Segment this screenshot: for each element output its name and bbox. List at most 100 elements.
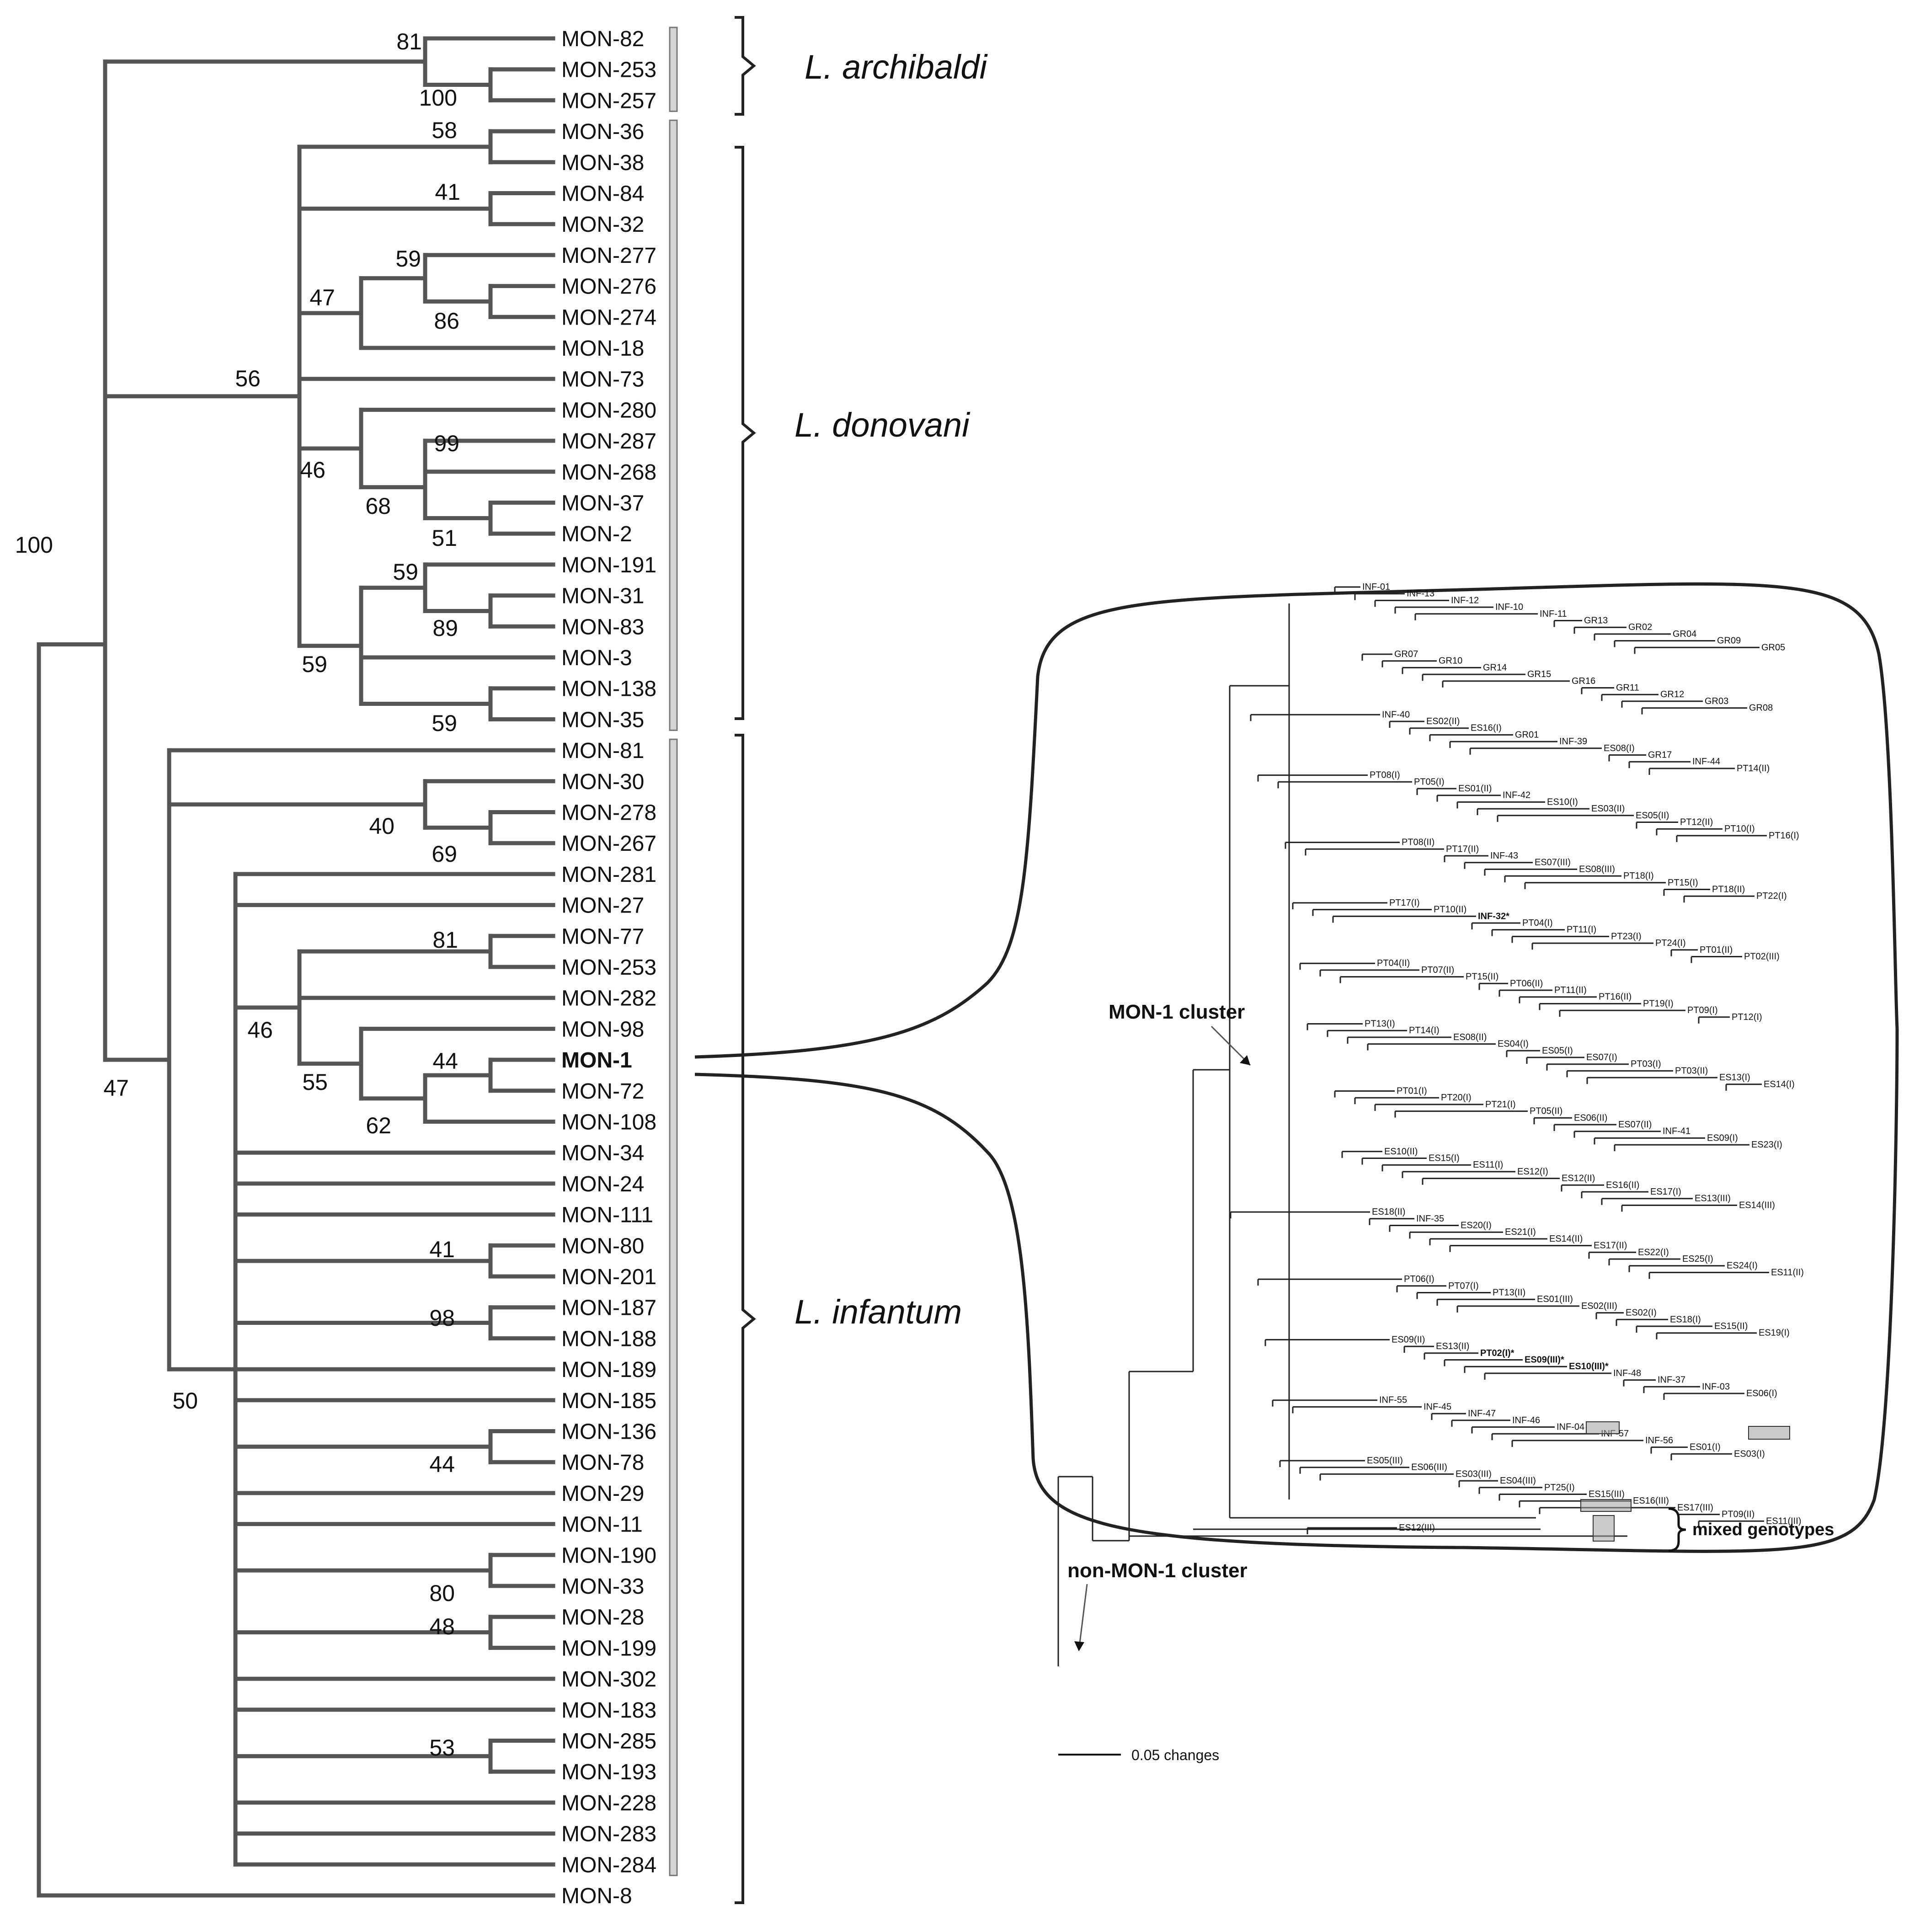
leaf-label: MON-267	[561, 832, 656, 856]
species-bracket	[735, 146, 756, 720]
right-leaf-label: PT23(I)	[1611, 931, 1642, 941]
leaf-label: MON-28	[561, 1606, 644, 1630]
right-leaf-label: INF-55	[1379, 1395, 1407, 1405]
right-leaf-label: PT10(II)	[1434, 905, 1466, 915]
leaf-label: MON-33	[561, 1574, 644, 1599]
right-leaf-label: GR01	[1515, 730, 1539, 740]
right-leaf-label: ES18(II)	[1372, 1207, 1405, 1217]
mixed-genotypes-label: mixed genotypes	[1692, 1520, 1834, 1539]
right-leaf-label: ES13(I)	[1719, 1073, 1750, 1083]
right-tree-labels: INF-01 INF-13 INF-12 INF-10 INF-11 GR13 GR02 GR…	[1058, 582, 1834, 1763]
right-leaf-label: PT11(II)	[1554, 985, 1587, 995]
right-leaf-label: INF-37	[1658, 1375, 1685, 1385]
leaf-label: MON-280	[561, 398, 656, 422]
bootstrap-value: 41	[435, 179, 460, 205]
zoom-connector-top	[694, 582, 1899, 1059]
right-leaf-label: PT03(I)	[1631, 1059, 1661, 1069]
leaf-label: MON-108	[561, 1110, 656, 1135]
right-leaf-label: GR14	[1483, 662, 1507, 672]
clade-bar	[669, 27, 678, 112]
leaf-label: MON-1	[561, 1048, 632, 1073]
leaf-label: MON-80	[561, 1234, 644, 1258]
leaf-label: MON-36	[561, 120, 644, 144]
bootstrap-value: 59	[302, 651, 327, 677]
leaf-label: MON-24	[561, 1172, 644, 1196]
right-leaf-label: ES07(I)	[1586, 1052, 1617, 1062]
leaf-label: MON-29	[561, 1482, 644, 1506]
leaf-label: MON-78	[561, 1451, 644, 1475]
right-leaf-label: INF-42	[1503, 790, 1530, 801]
bootstrap-value: 46	[247, 1017, 273, 1043]
right-leaf-label: PT13(I)	[1365, 1019, 1395, 1029]
leaf-label: MON-189	[561, 1358, 656, 1382]
right-leaf-label: ES16(II)	[1606, 1180, 1639, 1190]
leaf-label: MON-77	[561, 924, 644, 949]
right-leaf-label: PT02(III)	[1744, 952, 1780, 962]
leaf-label: MON-98	[561, 1017, 644, 1041]
right-leaf-label: PT21(I)	[1485, 1099, 1516, 1110]
right-leaf-label: ES13(II)	[1436, 1341, 1469, 1351]
right-leaf-label: GR10	[1439, 656, 1462, 666]
right-leaf-label: ES12(I)	[1517, 1167, 1548, 1177]
leaf-label: MON-253	[561, 58, 656, 82]
right-leaf-label: ES22(I)	[1638, 1247, 1669, 1257]
scale-bar-label: 0.05 changes	[1131, 1747, 1219, 1763]
right-leaf-label: GR04	[1673, 629, 1696, 639]
highlight-box	[1586, 1421, 1620, 1434]
bootstrap-value: 56	[235, 366, 261, 391]
leaf-label: MON-253	[561, 955, 656, 980]
right-leaf-label: PT01(I)	[1397, 1086, 1427, 1096]
bootstrap-value: 100	[419, 85, 457, 111]
right-leaf-label: GR16	[1572, 676, 1595, 686]
leaf-label: MON-277	[561, 244, 656, 268]
right-leaf-label: PT17(I)	[1389, 898, 1420, 908]
right-leaf-label: PT02(I)*	[1480, 1348, 1514, 1358]
right-leaf-label: PT08(I)	[1370, 770, 1400, 780]
bootstrap-value: 58	[432, 117, 457, 143]
right-leaf-label: ES14(III)	[1739, 1200, 1775, 1210]
leaf-label: MON-283	[561, 1822, 656, 1847]
right-leaf-label: PT25(I)	[1544, 1483, 1575, 1493]
right-leaf-label: ES05(I)	[1542, 1046, 1573, 1056]
right-leaf-label: PT14(II)	[1737, 763, 1770, 774]
species-label-infantum: L. infantum	[795, 1293, 962, 1331]
leaf-label: MON-185	[561, 1389, 656, 1413]
species-brackets	[735, 16, 756, 1904]
leaf-label: MON-11	[561, 1513, 643, 1537]
genotype-boxes	[1580, 1421, 1790, 1542]
right-leaf-label: ES05(III)	[1367, 1456, 1403, 1466]
right-leaf-label: INF-13	[1407, 589, 1434, 599]
leaf-label: MON-268	[561, 460, 656, 485]
leaf-label: MON-82	[561, 27, 644, 51]
right-leaf-label: GR11	[1616, 683, 1639, 693]
right-leaf-label: PT24(I)	[1655, 938, 1686, 948]
right-leaf-label: INF-01	[1362, 582, 1390, 592]
right-leaf-label: PT13(II)	[1493, 1288, 1525, 1298]
right-leaf-label: ES04(III)	[1500, 1476, 1536, 1486]
leaf-label: MON-278	[561, 801, 656, 825]
right-leaf-label: ES01(III)	[1537, 1294, 1573, 1304]
right-leaf-label: PT04(I)	[1522, 918, 1553, 928]
right-leaf-label: ES09(III)*	[1525, 1355, 1564, 1365]
bootstrap-value: 51	[432, 525, 457, 551]
bootstrap-value: 44	[429, 1452, 455, 1477]
leaf-label: MON-136	[561, 1420, 656, 1444]
bootstrap-value: 69	[432, 841, 457, 867]
bootstrap-value: 59	[395, 246, 421, 272]
clade-bar	[669, 738, 678, 1876]
leaf-label: MON-35	[561, 708, 644, 732]
highlight-box	[1580, 1499, 1632, 1512]
leaf-label: MON-30	[561, 770, 644, 794]
leaf-label: MON-111	[561, 1203, 653, 1228]
bootstrap-value: 86	[434, 308, 459, 334]
clade-bar	[669, 119, 678, 731]
leaf-label: MON-199	[561, 1636, 656, 1660]
zoom-connector-bottom	[694, 1028, 1899, 1553]
right-leaf-label: INF-10	[1495, 602, 1523, 612]
right-leaf-label: ES07(III)	[1535, 858, 1571, 868]
species-label-donovani: L. donovani	[795, 406, 970, 444]
species-bracket	[735, 16, 756, 116]
right-leaf-label: ES15(III)	[1589, 1489, 1625, 1500]
right-leaf-label: ES02(III)	[1581, 1301, 1617, 1311]
right-leaf-label: PT08(II)	[1402, 838, 1434, 848]
